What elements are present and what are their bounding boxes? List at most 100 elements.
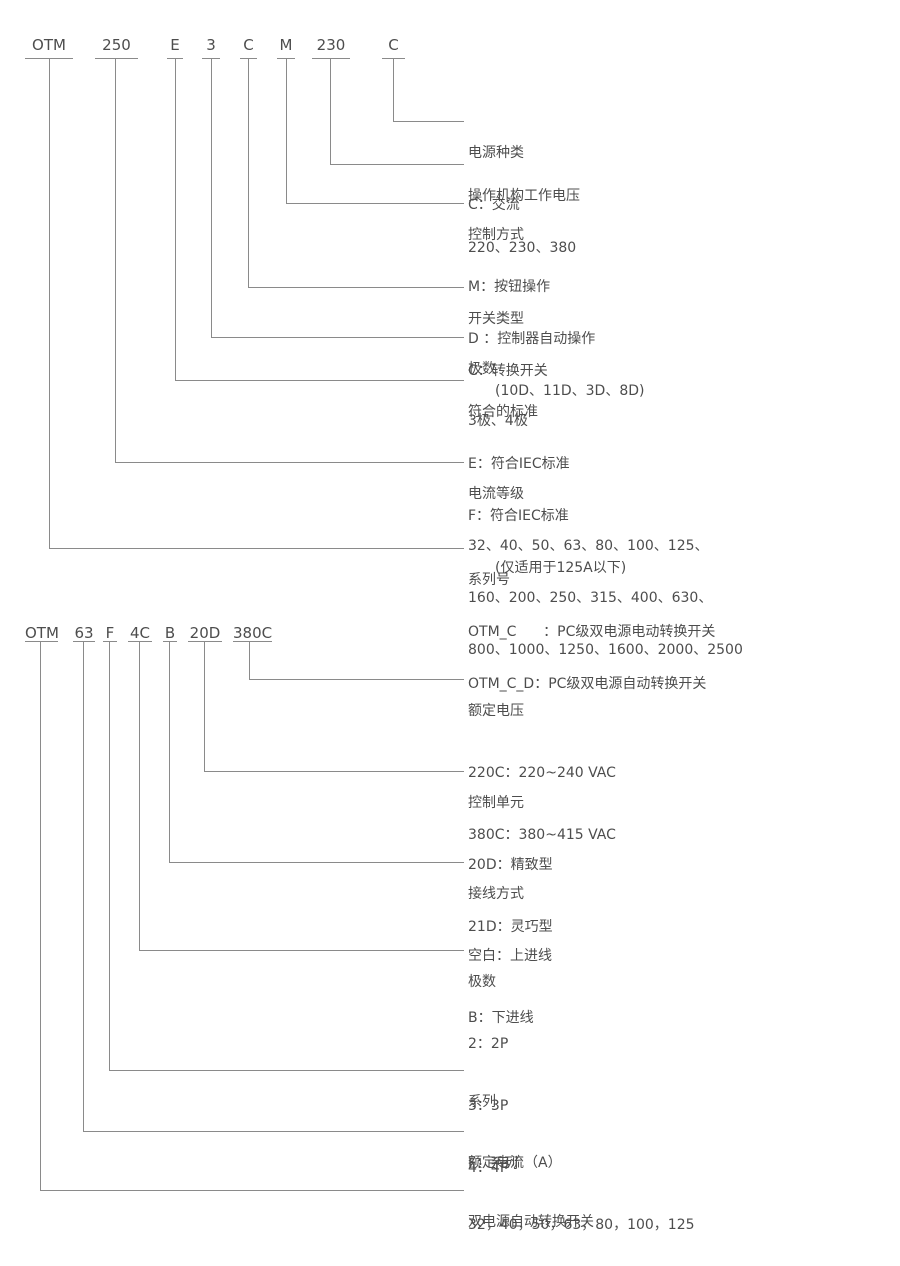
connector-line-v [83,641,84,1132]
connector-line-v [115,58,116,463]
connector-line-v [249,641,250,680]
connector-line-v [393,58,394,122]
entry-line: C：转换开关 [468,363,548,379]
connector-line-h [109,1070,464,1071]
entry-title: 符合的标准 [468,404,538,420]
entry-line: 380C：380~415 VAC [468,827,616,843]
code-series-prefix: OTM [25,36,73,59]
entry-line: 4：4P [468,1160,509,1176]
entry-ats-name: 双电源自动转换开关 OTM [468,1175,594,1266]
entry-title: 系列号 [468,572,510,588]
entry-standard: 符合的标准 E：符合IEC标准 F：符合IEC标准 (仅适用于125A以下) [468,370,626,610]
connector-line-h [249,679,464,680]
entry-title: 额定电压 [468,703,524,719]
connector-line-v [109,641,110,1071]
entry-rated-current: 额定电流（A） 32，40，50，63，80，100，125 [468,1116,695,1266]
connector-line-h [330,164,464,165]
code-poles-2: 4C [128,624,152,642]
connector-line-v [330,58,331,165]
code-power-type: C [382,36,405,59]
code-control-unit: 20D [188,624,222,642]
entry-line: 32、40、50、63、80、100、125、 [468,538,709,554]
entry-line: E：符合IEC标准 [468,456,570,472]
entry-line: 21D：灵巧型 [468,919,553,935]
code-current-rating: 250 [95,36,138,59]
entry-poles: 极数 3极、4极 [468,327,528,463]
entry-line: F：符合IEC标准 [468,508,569,524]
connector-line-h [393,121,464,122]
code-rated-voltage: 380C [233,624,273,642]
entry-line: 32，40，50，63，80，100，125 [468,1217,695,1233]
entry-control-mode: 控制方式 M：按钮操作 D ：控制器自动操作 (10D、11D、3D、8D) [468,193,645,433]
entry-title: 极数 [468,361,496,377]
entry-operating-voltage: 操作机构工作电压 220、230、380 [468,154,580,290]
code-control-mode: M [277,36,295,59]
code-poles: 3 [202,36,220,59]
code-operating-voltage: 230 [312,36,350,59]
connector-line-v [40,641,41,1191]
connector-line-v [169,641,170,863]
entry-wiring: 接线方式 空白：上进线 B：下进线 [468,847,552,1065]
entry-title: 电流等级 [468,486,524,502]
connector-line-h [204,771,464,772]
entry-line: F：系列 [468,1156,519,1172]
code-standard: E [167,36,183,59]
entry-line: 3：3P [468,1098,509,1114]
entry-line: M：按钮操作 [468,279,551,295]
entry-line: OTM_C ：PC级双电源电动转换开关 [468,624,716,640]
code-rated-current: 63 [73,624,95,642]
connector-line-h [248,287,464,288]
entry-series: 系列 F：系列 [468,1055,518,1211]
connector-line-h [83,1131,464,1132]
connector-line-v [175,58,176,381]
entry-current-rating: 电流等级 32、40、50、63、80、100、125、 160、200、250… [468,452,743,692]
entry-title: 控制方式 [468,227,524,243]
entry-line: 空白：上进线 [468,948,552,964]
connector-line-h [169,862,464,863]
code-wiring: B [163,624,177,642]
entry-line: 220C：220~240 VAC [468,765,616,781]
connector-line-h [115,462,464,463]
connector-line-v [49,58,50,549]
entry-poles-2: 极数 2：2P 3：3P 4：4P [468,935,508,1215]
entry-power-type: 电源种类 C：交流 [468,111,524,247]
entry-line: 220、230、380 [468,240,577,256]
connector-line-v [248,58,249,288]
entry-title: 控制单元 [468,795,524,811]
connector-line-h [175,380,464,381]
connector-line-h [49,548,464,549]
entry-title: 极数 [468,974,496,990]
entry-line: B：下进线 [468,1010,534,1026]
code-switch-type: C [240,36,257,59]
connector-line-v [211,58,212,338]
entry-title: 系列 [468,1094,496,1110]
entry-series-number: 系列号 OTM_C ：PC级双电源电动转换开关 OTM_C_D：PC级双电源自动… [468,538,715,726]
entry-title: 接线方式 [468,886,524,902]
entry-title: 电源种类 [468,145,524,161]
entry-line: 3极、4极 [468,413,528,429]
entry-line: OTM_C_D：PC级双电源自动转换开关 [468,676,707,692]
entry-control-unit: 控制单元 20D：精致型 21D：灵巧型 [468,756,553,974]
connector-line-h [40,1190,464,1191]
connector-line-h [211,337,464,338]
code-series-f: F [103,625,117,642]
entry-line: (10D、11D、3D、8D) [495,383,645,399]
entry-rated-voltage: 额定电压 220C：220~240 VAC 380C：380~415 VAC [468,664,616,882]
connector-line-v [286,58,287,204]
entry-line: C：交流 [468,197,520,213]
code-otm: OTM [25,624,59,642]
entry-line: D ：控制器自动操作 [468,331,596,347]
entry-line: 20D：精致型 [468,857,553,873]
entry-title: 额定电流（A） [468,1155,562,1171]
entry-title: 双电源自动转换开关 [468,1214,594,1230]
entry-line: (仅适用于125A以下) [495,560,627,576]
entry-line: 2：2P [468,1036,509,1052]
connector-line-v [204,641,205,772]
entry-switch-type: 开关类型 C：转换开关 [468,277,548,413]
entry-title: 开关类型 [468,311,524,327]
entry-line: 160、200、250、315、400、630、 [468,590,713,606]
entry-title: 操作机构工作电压 [468,188,580,204]
entry-line: 800、1000、1250、1600、2000、2500 [468,642,743,658]
connector-line-h [139,950,464,951]
